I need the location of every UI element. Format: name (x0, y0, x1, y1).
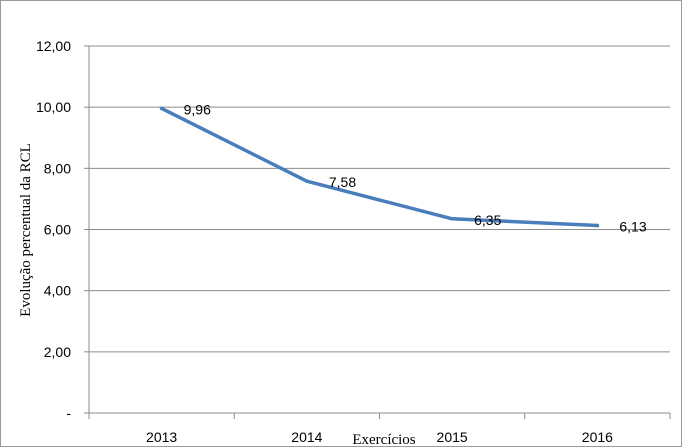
data-label: 9,96 (184, 101, 211, 117)
data-label: 7,58 (329, 174, 356, 190)
x-tick-label: 2013 (146, 429, 177, 445)
x-tick-label: 2015 (437, 429, 468, 445)
gridlines (89, 45, 670, 353)
y-tick-label: 10,00 (36, 99, 71, 115)
data-label: 6,35 (474, 212, 501, 228)
data-point (305, 179, 309, 183)
series-layer (159, 106, 600, 228)
y-tick-label: 8,00 (44, 160, 71, 176)
x-axis-title: Exercícios (352, 432, 415, 448)
y-tick-label: 12,00 (36, 38, 71, 54)
y-tick-label: 4,00 (44, 283, 71, 299)
y-tick-label: - (66, 405, 71, 421)
data-point (450, 216, 454, 221)
series-line (159, 106, 600, 228)
x-tick-label: 2014 (291, 429, 322, 445)
data-point (159, 106, 164, 111)
x-tick-label: 2016 (582, 429, 613, 445)
y-axis-ticks: - 2,00 4,00 6,00 8,00 10,00 12,00 (36, 38, 89, 421)
data-labels: 9,96 7,58 6,35 6,13 (184, 101, 647, 234)
y-tick-label: 2,00 (44, 344, 71, 360)
data-point (595, 223, 600, 228)
data-label: 6,13 (619, 219, 646, 235)
y-axis-title: Evolução percentual da RCL (18, 143, 34, 317)
x-axis-ticks: 2013 2014 2015 2016 (88, 413, 671, 445)
y-tick-label: 6,00 (44, 222, 71, 238)
